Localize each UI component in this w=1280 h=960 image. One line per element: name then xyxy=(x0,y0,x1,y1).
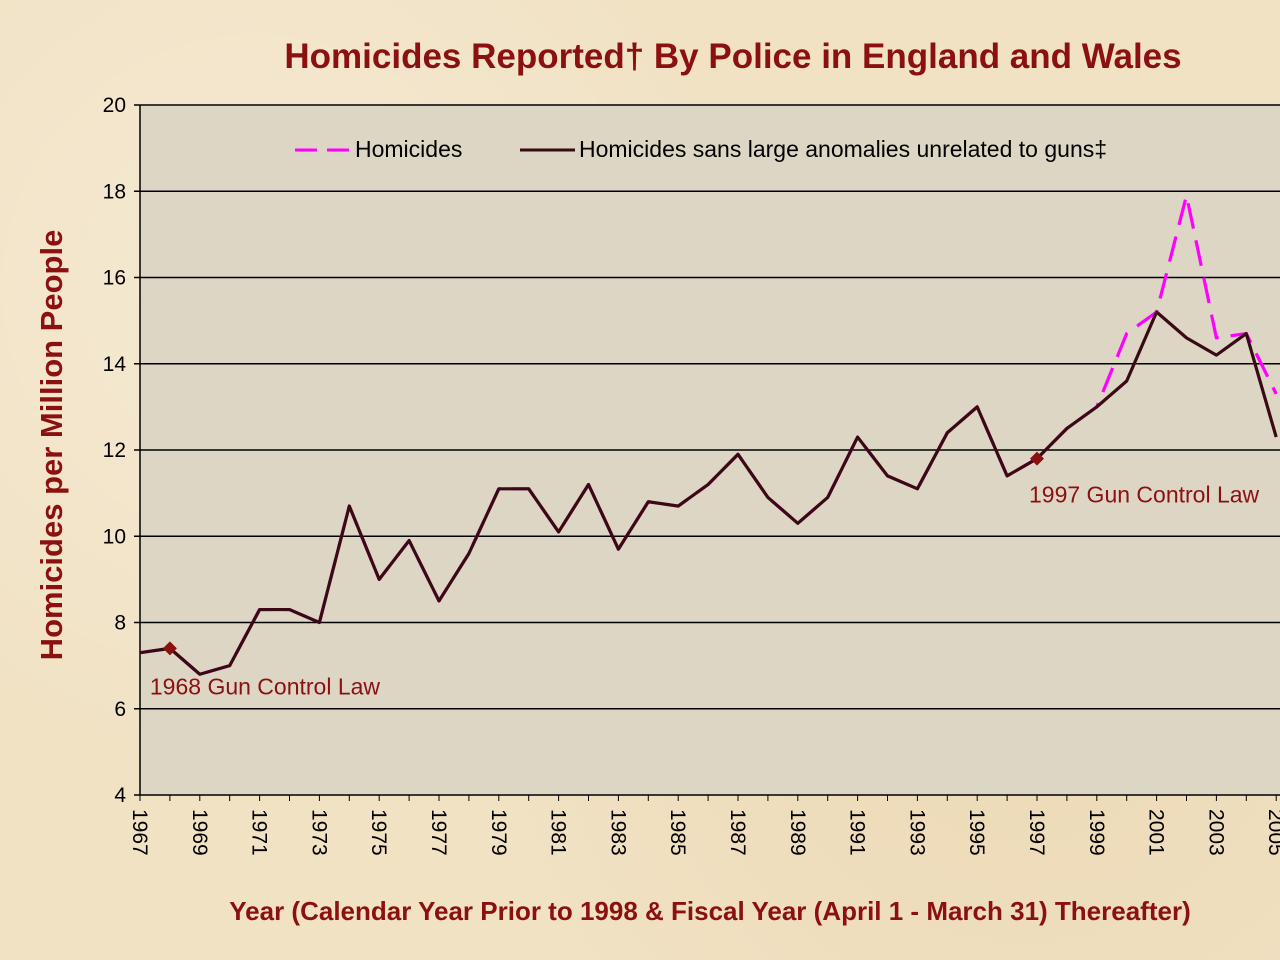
x-tick-label: 1999 xyxy=(1085,809,1108,856)
y-tick-label: 14 xyxy=(103,353,127,376)
x-tick-label: 1995 xyxy=(965,809,988,856)
y-tick-label: 20 xyxy=(103,94,126,117)
x-tick-label: 1983 xyxy=(606,809,629,856)
y-tick-label: 6 xyxy=(114,698,126,721)
x-tick-label: 2005 xyxy=(1264,809,1280,856)
x-tick-label: 1973 xyxy=(307,809,330,856)
x-tick-label: 1985 xyxy=(666,809,689,856)
series-line-homicides-sans-anomalies xyxy=(140,310,1278,676)
x-tick-label: 1981 xyxy=(547,809,570,856)
x-tick-label: 1975 xyxy=(367,809,390,856)
y-tick-label: 8 xyxy=(114,612,126,635)
x-tick-labels: 1967 1969 1971 1973 1975 1977 1979 1981 1983 1985… xyxy=(128,809,1280,856)
series-group xyxy=(140,193,1278,676)
chart-title: Homicides Reported† By Police in England… xyxy=(284,37,1181,76)
y-tick-labels: 4 6 8 10 12 14 16 18 20 xyxy=(103,94,127,807)
legend: Homicides Homicides sans large anomalies… xyxy=(295,136,1107,162)
x-tick-label: 2003 xyxy=(1204,809,1227,856)
x-tick-label: 1969 xyxy=(188,809,211,856)
x-tick-label: 1993 xyxy=(905,809,928,856)
x-tick-label: 1967 xyxy=(128,809,151,856)
x-tick-label: 1989 xyxy=(786,809,809,856)
annotation-label-1968: 1968 Gun Control Law xyxy=(150,673,381,699)
x-tick-label: 2001 xyxy=(1145,809,1168,856)
y-tick-label: 18 xyxy=(103,180,126,203)
annotation-marker-1997 xyxy=(1030,451,1044,466)
y-tick-label: 10 xyxy=(103,525,126,548)
x-tick-label: 1979 xyxy=(487,809,510,856)
x-tick-label: 1991 xyxy=(846,809,869,856)
x-tick-label: 1971 xyxy=(248,809,271,856)
y-tick-label: 16 xyxy=(103,267,126,290)
x-tick-label: 1987 xyxy=(726,809,749,856)
legend-label-homicides-sans-anomalies: Homicides sans large anomalies unrelated… xyxy=(579,136,1107,162)
annotation-label-1997: 1997 Gun Control Law xyxy=(1029,482,1260,508)
legend-label-homicides: Homicides xyxy=(355,136,462,162)
y-tick-label: 4 xyxy=(114,784,126,807)
x-axis-label: Year (Calendar Year Prior to 1998 & Fisc… xyxy=(229,896,1190,926)
x-tick-label: 1977 xyxy=(427,809,450,856)
x-tick-label: 1997 xyxy=(1025,809,1048,856)
axes xyxy=(139,105,1280,796)
annotations: 1968 Gun Control Law 1997 Gun Control Law xyxy=(150,451,1260,699)
gridlines xyxy=(134,104,1280,801)
y-axis-label: Homicides per Million People xyxy=(34,230,69,661)
y-tick-label: 12 xyxy=(103,439,126,462)
annotation-marker-1968 xyxy=(162,641,177,656)
